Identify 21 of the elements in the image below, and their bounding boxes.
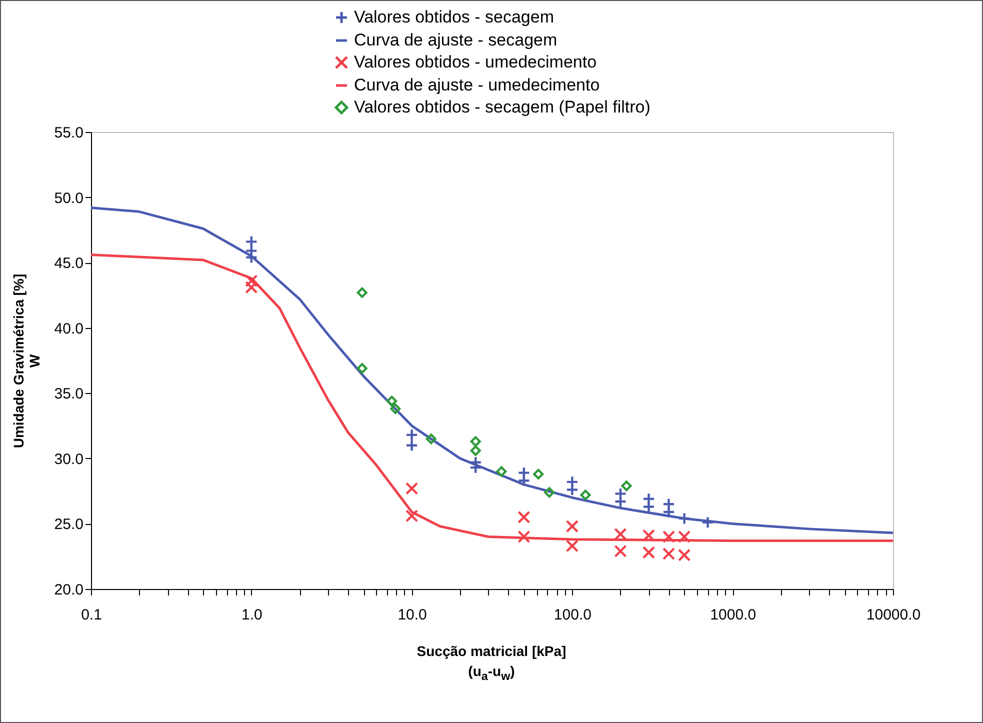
legend-label: Valores obtidos - umedecimento	[354, 52, 597, 72]
y-tick-label: 35.0	[54, 386, 84, 403]
x-tick-label: 1.0	[241, 606, 262, 624]
y-tick-label: 25.0	[54, 516, 84, 534]
legend-label: Valores obtidos - secagem	[354, 8, 554, 26]
y-tick-label: 20.0	[54, 582, 84, 598]
y-tick-label: 30.0	[54, 450, 84, 468]
x-tick-label: 10000.0	[866, 606, 921, 624]
y-axis-title: Umidade Gravimétrica [%] W	[10, 274, 42, 448]
x-tick-label: 10.0	[398, 606, 427, 624]
x-tick-label: 1000.0	[710, 606, 756, 624]
y-tick-label: 45.0	[54, 255, 84, 272]
y-tick-label: 40.0	[54, 320, 84, 338]
legend-label: Valores obtidos - secagem (Papel filtro)	[354, 98, 650, 116]
x-axis-title: Sucção matricial [kPa] (u$_{a}$-u$_{w}$)	[416, 642, 568, 685]
legend-label: Curva de ajuste - secagem	[354, 30, 558, 50]
y-tick-label: 55.0	[54, 124, 84, 142]
x-tick-label: 0.1	[81, 606, 102, 624]
x-tick-label: 100.0	[554, 606, 592, 624]
y-tick-label: 50.0	[54, 190, 84, 207]
legend-label: Curva de ajuste - umedecimento	[354, 76, 600, 94]
